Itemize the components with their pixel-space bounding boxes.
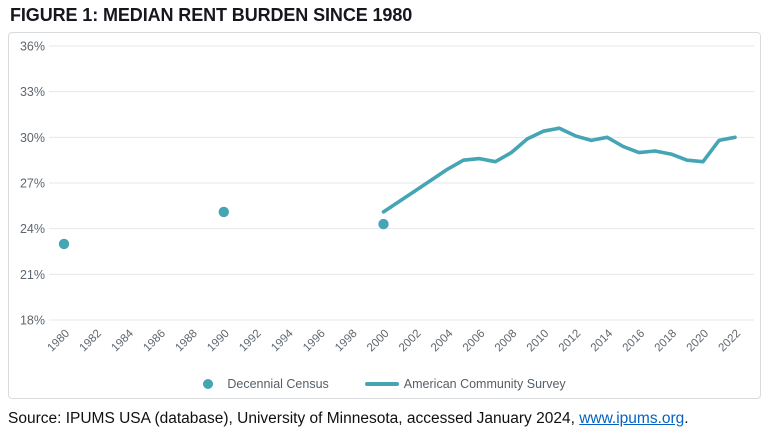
x-tick-label: 2018 (653, 328, 680, 355)
x-tick-label: 1998 (333, 328, 360, 355)
x-tick-label: 1984 (109, 327, 136, 354)
legend-item-acs: American Community Survey (364, 377, 566, 391)
chart-card: 36% 33% 30% 27% 24% 21% 18% 1980 1982 1984 1986 198… (8, 32, 761, 399)
x-tick-label: 1992 (237, 328, 264, 355)
y-tick-label: 24% (20, 222, 45, 236)
census-data-point (378, 218, 389, 230)
legend-label-acs: American Community Survey (403, 377, 566, 391)
figure-title: FIGURE 1: MEDIAN RENT BURDEN SINCE 1980 (10, 5, 413, 25)
x-tick-label: 2022 (717, 328, 744, 355)
x-tick-label: 2010 (525, 328, 552, 355)
x-tick-label: 2002 (397, 328, 424, 355)
x-tick-label: 1982 (77, 328, 104, 355)
acs-series-line (381, 126, 737, 214)
acs-line-marker-icon (364, 382, 399, 386)
x-tick-label: 1988 (173, 328, 200, 355)
y-tick-label: 27% (20, 176, 45, 190)
census-data-point (218, 206, 229, 218)
x-tick-label: 2016 (621, 328, 648, 355)
y-tick-label: 33% (20, 85, 45, 99)
y-tick-label: 18% (20, 313, 45, 327)
x-tick-label: 2004 (429, 327, 456, 354)
x-tick-label: 2020 (685, 328, 712, 355)
y-tick-label: 21% (20, 268, 45, 282)
x-tick-label: 2006 (461, 328, 488, 355)
source-text: Source: IPUMS USA (database), University… (8, 410, 768, 428)
x-tick-label: 2012 (557, 328, 584, 355)
census-dot-marker-icon (203, 379, 214, 389)
x-tick-label: 2008 (493, 328, 520, 355)
source-prefix: Source: IPUMS USA (database), University… (8, 410, 580, 427)
rent-burden-chart: 36% 33% 30% 27% 24% 21% 18%1980 1982 1984 1986 198… (20, 40, 754, 355)
y-tick-label: 30% (20, 131, 45, 145)
x-tick-label: 1994 (269, 327, 296, 354)
x-tick-label: 2014 (589, 327, 616, 354)
x-tick-label: 1980 (46, 328, 73, 355)
source-suffix: . (684, 410, 689, 427)
legend-item-decennial-census: Decennial Census (203, 377, 329, 391)
y-tick-label: 36% (20, 40, 45, 54)
x-tick-label: 1990 (205, 328, 232, 355)
census-data-point (58, 238, 70, 250)
x-tick-label: 1986 (141, 328, 168, 355)
legend-label-decennial-census: Decennial Census (227, 377, 329, 391)
chart-legend: Decennial Census American Community Surv… (9, 377, 760, 391)
ipums-link[interactable]: www.ipums.org (579, 410, 685, 427)
x-tick-label: 2000 (365, 328, 392, 355)
x-tick-label: 1996 (301, 328, 328, 355)
